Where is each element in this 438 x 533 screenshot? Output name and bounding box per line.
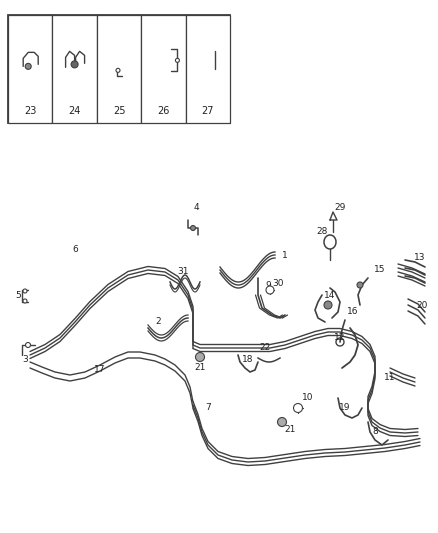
Bar	[97, 15, 141, 123]
Text: 30: 30	[272, 279, 284, 287]
Text: 3: 3	[22, 356, 28, 365]
Text: 26: 26	[157, 106, 170, 116]
Text: 18: 18	[242, 356, 254, 365]
Text: 25: 25	[113, 106, 125, 116]
Circle shape	[71, 61, 78, 68]
Bar	[8, 15, 53, 123]
Bar	[8, 15, 230, 123]
Text: 16: 16	[347, 308, 359, 317]
Circle shape	[25, 63, 31, 69]
Text: 21: 21	[194, 364, 206, 373]
Text: 23: 23	[24, 106, 36, 116]
Circle shape	[191, 225, 195, 230]
Text: 10: 10	[302, 393, 314, 402]
Circle shape	[195, 352, 205, 361]
Circle shape	[23, 299, 27, 303]
Text: 15: 15	[374, 265, 386, 274]
Circle shape	[293, 403, 303, 413]
Text: 14: 14	[324, 290, 336, 300]
Text: 28: 28	[316, 228, 328, 237]
Circle shape	[23, 289, 27, 293]
Text: 29: 29	[334, 204, 346, 213]
Text: 2: 2	[155, 318, 161, 327]
Text: 6: 6	[72, 246, 78, 254]
Bar	[53, 15, 97, 123]
Circle shape	[324, 301, 332, 309]
Text: 27: 27	[201, 106, 214, 116]
Circle shape	[266, 286, 274, 294]
Text: 19: 19	[339, 403, 351, 413]
Text: 22: 22	[259, 343, 271, 352]
Text: 7: 7	[205, 403, 211, 413]
Text: 1: 1	[282, 251, 288, 260]
Text: 24: 24	[68, 106, 81, 116]
Circle shape	[278, 417, 286, 426]
Text: 9: 9	[265, 280, 271, 289]
Text: 20: 20	[416, 301, 427, 310]
Bar	[186, 15, 230, 123]
Text: 12: 12	[334, 333, 346, 342]
Circle shape	[357, 282, 363, 288]
Text: 21: 21	[284, 425, 296, 434]
Circle shape	[116, 68, 120, 72]
Text: 5: 5	[15, 290, 21, 300]
Bar	[141, 15, 186, 123]
Text: 11: 11	[384, 373, 396, 382]
Text: 17: 17	[94, 366, 106, 375]
Text: 13: 13	[414, 254, 426, 262]
Text: 31: 31	[177, 268, 189, 277]
Text: 8: 8	[372, 427, 378, 437]
Circle shape	[175, 58, 180, 62]
Text: 4: 4	[193, 204, 199, 213]
Circle shape	[25, 343, 31, 348]
